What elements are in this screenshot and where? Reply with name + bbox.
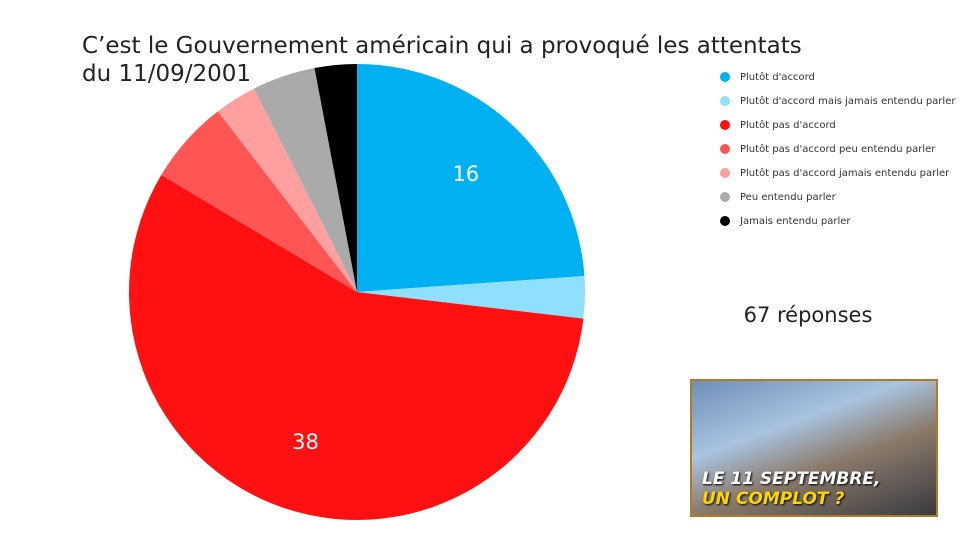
legend-swatch bbox=[720, 168, 730, 178]
legend-swatch bbox=[720, 72, 730, 82]
legend-label: Plutôt d'accord mais jamais entendu parl… bbox=[740, 95, 956, 107]
pie-slice bbox=[357, 64, 585, 292]
data-label: 38 bbox=[292, 430, 319, 454]
data-label: 16 bbox=[452, 162, 479, 186]
chart-title: C’est le Gouvernement américain qui a pr… bbox=[82, 33, 802, 87]
legend-swatch bbox=[720, 120, 730, 130]
pie-slice bbox=[314, 64, 357, 292]
legend-label: Plutôt pas d'accord bbox=[740, 119, 836, 131]
pie-slice bbox=[129, 174, 584, 520]
legend-label: Plutôt pas d'accord jamais entendu parle… bbox=[740, 167, 950, 179]
pie-slice bbox=[253, 67, 357, 293]
thumbnail-text: UN COMPLOT ? bbox=[702, 489, 845, 509]
legend-swatch bbox=[720, 96, 730, 106]
pie-slice bbox=[357, 275, 585, 319]
thumbnail-image: LE 11 SEPTEMBRE, UN COMPLOT ? bbox=[690, 379, 938, 517]
legend-label: Plutôt pas d'accord peu entendu parler bbox=[740, 143, 936, 155]
legend-swatch bbox=[720, 216, 730, 226]
legend-swatch bbox=[720, 144, 730, 154]
annotation: 67 réponses bbox=[744, 303, 873, 327]
legend-label: Jamais entendu parler bbox=[739, 216, 851, 227]
legend-label: Plutôt d'accord bbox=[740, 71, 815, 83]
legend-label: Peu entendu parler bbox=[740, 192, 837, 203]
pie-slice bbox=[217, 88, 357, 292]
pie-slice bbox=[161, 111, 357, 292]
thumbnail-text: LE 11 SEPTEMBRE, bbox=[702, 469, 881, 489]
legend-swatch bbox=[720, 192, 730, 202]
